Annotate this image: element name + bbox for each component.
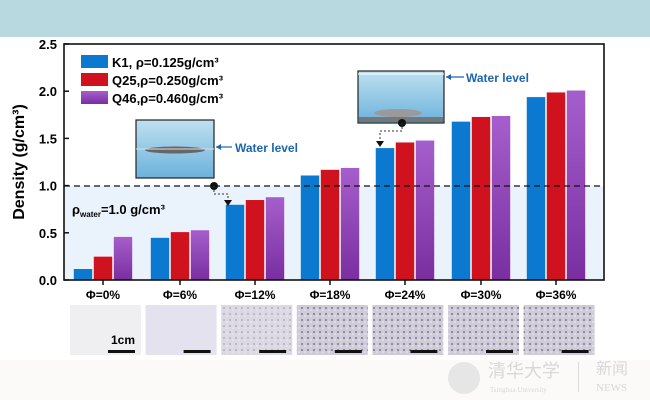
sample-photo-4	[296, 305, 368, 355]
y-tick-label: 2.5	[39, 37, 57, 52]
arrow-head-icon	[216, 144, 221, 150]
bar-3-7	[566, 90, 586, 281]
inset-photo-sinking	[357, 70, 445, 124]
x-tick-label: Φ=6%	[163, 288, 198, 302]
watermark-news-cn: 新闻	[596, 361, 629, 378]
scale-bar-label: 1cm	[111, 333, 135, 347]
water-level-label-1: Water level	[235, 141, 298, 155]
scale-bar	[486, 350, 513, 353]
legend-label-3: Q46,ρ=0.460g/cm³	[112, 91, 224, 106]
bar-2-5	[395, 141, 415, 281]
connector-line	[213, 186, 229, 202]
pointer-triangle-icon	[224, 200, 232, 206]
arrow-head-icon	[446, 74, 451, 80]
x-tick-label: Φ=18%	[310, 288, 351, 302]
watermark-news-en: NEWS	[596, 382, 628, 394]
bar-2-6	[471, 116, 491, 281]
scale-bar	[561, 350, 589, 353]
watermark-divider	[578, 362, 579, 392]
y-tick-label: 1.0	[39, 179, 57, 194]
connector-line	[379, 123, 403, 142]
bar-3-5	[415, 140, 435, 281]
bar-3-2	[190, 229, 210, 281]
bar-1-3	[225, 204, 245, 281]
water-density-label: ρwater=1.0 g/cm³	[72, 202, 166, 219]
bar-1-1	[73, 268, 93, 281]
legend-swatch-1	[81, 55, 108, 68]
x-tick-label: Φ=36%	[536, 288, 577, 302]
y-tick-label: 1.5	[39, 131, 57, 146]
bar-2-2	[170, 231, 190, 281]
scale-bar	[183, 350, 211, 353]
sample-photo-2	[145, 305, 217, 355]
sample-photo-7	[523, 305, 595, 355]
water-level-label-2: Water level	[466, 71, 529, 85]
scale-bar	[334, 350, 362, 353]
scale-bar	[410, 350, 438, 353]
legend-label-2: Q25,ρ=0.250g/cm³	[112, 73, 224, 88]
inset-photo-floating	[135, 119, 215, 179]
y-tick-label: 2.0	[39, 84, 57, 99]
bar-1-6	[451, 121, 471, 281]
pointer-triangle-icon	[376, 141, 384, 147]
legend-swatch-2	[81, 73, 108, 86]
y-tick-label: 0.0	[39, 273, 57, 288]
bar-1-7	[526, 96, 546, 281]
bottom-banner	[0, 360, 650, 400]
bar-3-3	[265, 196, 285, 281]
y-tick-label: 0.5	[39, 226, 57, 241]
watermark-seal-icon	[448, 362, 480, 394]
scale-bar	[108, 350, 135, 353]
plot-frame	[63, 43, 605, 281]
x-tick-label: Φ=30%	[461, 288, 502, 302]
bar-3-4	[340, 167, 360, 281]
scale-bar	[259, 350, 287, 353]
bar-2-1	[93, 256, 113, 281]
sample-photo-overlay	[221, 305, 293, 355]
x-tick-label: Φ=0%	[86, 288, 121, 302]
legend-label-1: K1, ρ=0.125g/cm³	[112, 55, 219, 70]
top-banner	[0, 0, 650, 37]
sample-photo-5	[372, 305, 444, 355]
legend-swatch-3	[81, 91, 108, 104]
sample-photo-1	[70, 305, 141, 355]
watermark-sub: Tsinghua University	[490, 386, 547, 394]
sample-photo-6	[448, 305, 519, 355]
bar-1-4	[300, 174, 320, 281]
bar-3-1	[113, 236, 133, 281]
bar-1-2	[150, 237, 170, 281]
x-tick-label: Φ=24%	[385, 288, 426, 302]
y-axis-label: Density (g/cm³)	[11, 104, 28, 220]
bar-1-5	[375, 147, 395, 281]
watermark-name: 清华大学	[488, 361, 560, 381]
bar-2-3	[245, 199, 265, 281]
bar-3-6	[491, 115, 511, 281]
x-tick-label: Φ=12%	[235, 288, 276, 302]
